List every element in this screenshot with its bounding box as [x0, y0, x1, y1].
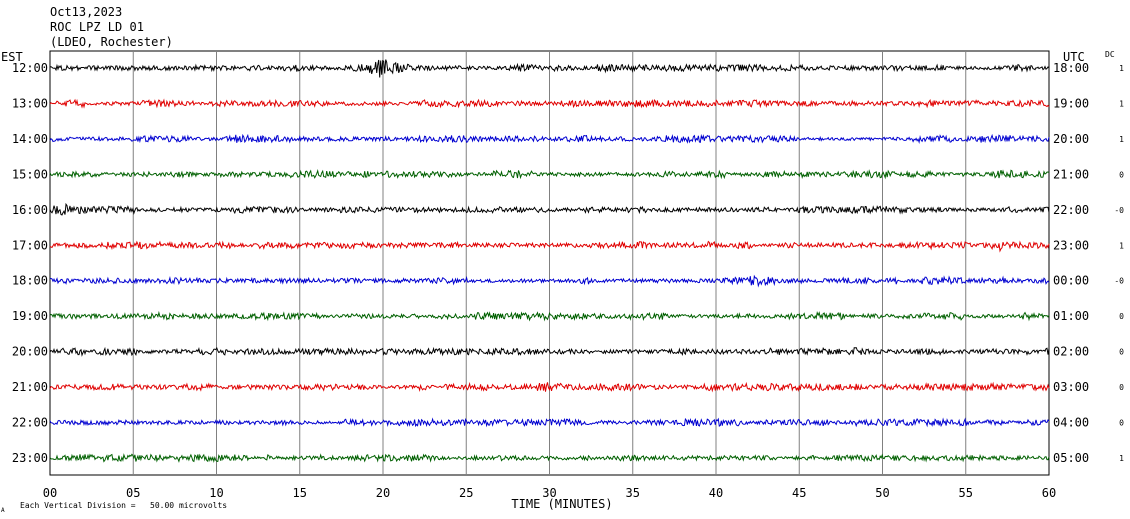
dc-value-8: 0	[1119, 348, 1124, 357]
est-label-1300: 13:00	[12, 96, 48, 110]
x-axis-ticks: 00 05 10 15 20 25 30 35 40 45 50 55 60	[43, 486, 1056, 500]
x-tick-label-55: 55	[959, 486, 973, 500]
utc-label-0200: 02:00	[1053, 345, 1089, 359]
dc-value-2: 1	[1119, 135, 1124, 144]
trace-1400	[49, 133, 1050, 145]
minute-gridlines	[132, 51, 967, 475]
trace-2300	[49, 453, 1050, 463]
utc-label-1900: 19:00	[1053, 96, 1089, 110]
est-axis-title: EST	[1, 50, 23, 64]
trace-1800	[49, 274, 1050, 288]
est-label-2200: 22:00	[12, 416, 48, 430]
trace-2200	[49, 417, 1050, 428]
dc-value-5: 1	[1119, 241, 1124, 250]
x-tick-label-40: 40	[709, 486, 723, 500]
utc-label-2200: 22:00	[1053, 203, 1089, 217]
utc-label-0500: 05:00	[1053, 451, 1089, 465]
dc-value-11: 1	[1119, 454, 1124, 463]
trace-1300	[49, 98, 1050, 109]
header-date: Oct13,2023	[50, 5, 122, 19]
corner-mark: A	[1, 507, 5, 514]
utc-label-2300: 23:00	[1053, 238, 1089, 252]
trace-2000	[49, 346, 1050, 357]
x-tick-label-10: 10	[209, 486, 223, 500]
utc-label-2100: 21:00	[1053, 167, 1089, 181]
dc-value-1: 1	[1119, 99, 1124, 108]
dc-value-6: -0	[1114, 277, 1124, 286]
est-label-1200: 12:00	[12, 61, 48, 75]
est-label-2300: 23:00	[12, 451, 48, 465]
dc-value-0: 1	[1119, 64, 1124, 73]
est-label-1400: 14:00	[12, 132, 48, 146]
est-label-1700: 17:00	[12, 238, 48, 252]
utc-label-0100: 01:00	[1053, 309, 1089, 323]
trace-1600	[49, 202, 1050, 216]
trace-1500	[49, 168, 1050, 180]
x-axis-label: TIME (MINUTES)	[511, 497, 612, 511]
header-station: ROC LPZ LD 01	[50, 20, 144, 34]
header-network: (LDEO, Rochester)	[50, 35, 173, 49]
utc-axis-title: UTC	[1063, 50, 1085, 64]
x-tick-label-50: 50	[875, 486, 889, 500]
dc-value-4: -0	[1114, 206, 1124, 215]
x-tick-label-45: 45	[792, 486, 806, 500]
utc-label-1800: 18:00	[1053, 61, 1089, 75]
utc-label-2000: 20:00	[1053, 132, 1089, 146]
trace-1200	[49, 59, 1050, 78]
x-tick-label-60: 60	[1042, 486, 1056, 500]
utc-label-0000: 00:00	[1053, 274, 1089, 288]
est-label-2000: 20:00	[12, 345, 48, 359]
trace-1700	[49, 240, 1050, 253]
x-tick-label-30: 30	[542, 486, 556, 500]
dc-title: DC	[1105, 50, 1115, 59]
est-label-1800: 18:00	[12, 274, 48, 288]
est-label-2100: 21:00	[12, 380, 48, 394]
est-label-1500: 15:00	[12, 167, 48, 181]
utc-label-0400: 04:00	[1053, 416, 1089, 430]
x-tick-label-20: 20	[376, 486, 390, 500]
x-tick-label-00: 00	[43, 486, 57, 500]
dc-value-10: 0	[1119, 419, 1124, 428]
row-labels: 12:00 18:00 1 13:00 19:00 1 14:00 20:00 1 15:00 21…	[12, 61, 1124, 465]
est-label-1900: 19:00	[12, 309, 48, 323]
seismic-traces	[49, 59, 1050, 463]
dc-value-3: 0	[1119, 170, 1124, 179]
scale-note: Each Vertical Division = 50.00 microvolt…	[20, 501, 227, 510]
est-label-1600: 16:00	[12, 203, 48, 217]
x-tick-label-25: 25	[459, 486, 473, 500]
dc-value-7: 0	[1119, 312, 1124, 321]
trace-2100	[49, 381, 1050, 393]
x-tick-label-35: 35	[626, 486, 640, 500]
trace-1900	[49, 310, 1050, 322]
x-tick-label-15: 15	[293, 486, 307, 500]
x-tick-label-05: 05	[126, 486, 140, 500]
dc-value-9: 0	[1119, 383, 1124, 392]
utc-label-0300: 03:00	[1053, 380, 1089, 394]
